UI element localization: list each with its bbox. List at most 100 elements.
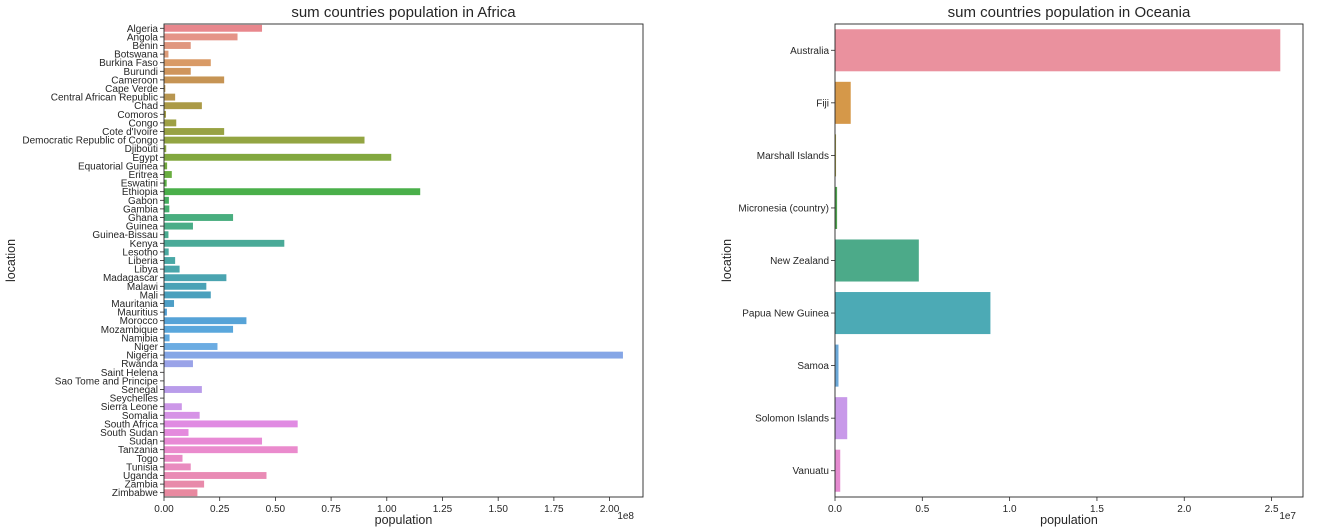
x-tick-label: 2.00 <box>600 504 620 515</box>
x-tick-label: 2.5 <box>1265 504 1279 515</box>
bar-zambia <box>164 480 205 488</box>
bar-cape-verde <box>164 85 166 92</box>
y-tick-label: Benin <box>132 41 158 52</box>
y-tick-label: South Sudan <box>100 428 158 439</box>
bar-tanzania <box>164 446 298 454</box>
y-tick-label: Togo <box>136 454 158 465</box>
y-tick-label: Zambia <box>125 480 159 491</box>
y-tick-label: Tanzania <box>118 445 158 456</box>
bar-guinea-bissau <box>164 231 169 239</box>
y-tick-label: Ghana <box>128 213 158 224</box>
bar-lesotho <box>164 248 169 256</box>
bar-central-african-republic <box>164 93 176 101</box>
y-tick-label: Cameroon <box>111 75 158 86</box>
x-tick-label: 0.5 <box>915 504 929 515</box>
bar-malawi <box>164 282 207 290</box>
y-tick-label: Cote d'Ivoire <box>102 127 158 138</box>
y-tick-label: Burundi <box>124 67 158 78</box>
y-tick-label: Vanuatu <box>792 466 829 477</box>
y-tick-label: Djibouti <box>125 144 158 155</box>
bar-micronesia-country- <box>835 186 838 229</box>
bar-comoros <box>164 110 167 118</box>
bar-uganda <box>164 472 267 479</box>
bar-kenya <box>164 239 285 247</box>
y-tick-label: Madagascar <box>103 273 159 284</box>
y-tick-label: Eswatini <box>121 179 158 190</box>
y-tick-label: Botswana <box>114 50 158 61</box>
y-tick-label: Gabon <box>128 196 158 207</box>
bar-tunisia <box>164 463 191 471</box>
y-tick-label: Gambia <box>123 204 158 215</box>
x-axis-label: population <box>375 513 433 527</box>
bar-mauritania <box>164 300 175 307</box>
y-tick-label: Guinea <box>126 222 159 233</box>
x-tick-label: 1.5 <box>1090 504 1104 515</box>
bar-benin <box>164 42 191 49</box>
bar-gambia <box>164 205 170 213</box>
bar-zimbabwe <box>164 489 198 497</box>
y-tick-label: Chad <box>134 101 158 112</box>
y-tick-label: Comoros <box>117 110 158 121</box>
y-tick-label: Rwanda <box>121 359 158 370</box>
y-tick-label: New Zealand <box>770 256 829 267</box>
y-tick-label: Namibia <box>121 333 158 344</box>
bar-botswana <box>164 50 169 58</box>
bar-samoa <box>835 344 839 387</box>
x-tick-label: 0.50 <box>266 504 286 515</box>
y-tick-label: Micronesia (country) <box>738 203 829 214</box>
x-offset-label: 1e8 <box>617 511 634 522</box>
bar-sierra-leone <box>164 403 182 411</box>
x-tick-label: 1.25 <box>433 504 453 515</box>
y-tick-label: South Africa <box>104 419 158 430</box>
bar-nigeria <box>164 351 623 359</box>
y-tick-label: Mauritius <box>117 308 158 319</box>
bar-mauritius <box>164 308 167 316</box>
x-tick-label: 0.00 <box>154 504 174 515</box>
x-tick-label: 1.75 <box>544 504 564 515</box>
x-tick-label: 1.00 <box>377 504 397 515</box>
x-tick-label: 0.0 <box>828 504 842 515</box>
bar-guinea <box>164 222 193 230</box>
y-tick-label: Seychelles <box>110 394 158 405</box>
y-tick-label: Mali <box>140 290 158 301</box>
oceania-chart: Australia Fiji Marshall Islands Micronesia … <box>720 4 1304 527</box>
y-tick-label: Malawi <box>127 282 158 293</box>
y-axis-label: location <box>720 239 734 282</box>
y-tick-label: Mozambique <box>101 325 159 336</box>
bar-mali <box>164 291 211 299</box>
y-tick-label: Samoa <box>797 361 829 372</box>
y-tick-label: Fiji <box>816 98 829 109</box>
y-tick-label: Democratic Republic of Congo <box>22 136 158 147</box>
bar-sudan <box>164 437 263 445</box>
bar-niger <box>164 343 218 350</box>
y-tick-label: Libya <box>134 265 158 276</box>
bar-solomon-islands <box>835 397 848 440</box>
y-tick-label: Sierra Leone <box>101 402 159 413</box>
x-tick-label: 2.0 <box>1177 504 1191 515</box>
bar-democratic-republic-of-congo <box>164 136 365 144</box>
y-tick-label: Kenya <box>130 239 159 250</box>
y-tick-label: Ethiopia <box>122 187 159 198</box>
y-tick-label: Lesotho <box>122 247 158 258</box>
bar-congo <box>164 119 177 127</box>
y-tick-label: Marshall Islands <box>757 151 829 162</box>
y-tick-label: Egypt <box>132 153 158 164</box>
bar-vanuatu <box>835 449 841 492</box>
y-tick-label: Senegal <box>121 385 158 396</box>
bar-chad <box>164 102 202 110</box>
bar-marshall-islands <box>835 134 837 177</box>
bar-cameroon <box>164 76 225 84</box>
bar-gabon <box>164 196 169 204</box>
bar-egypt <box>164 153 392 161</box>
bar-fiji <box>835 81 851 124</box>
bar-cote-d-ivoire <box>164 128 225 135</box>
y-tick-label: Tunisia <box>126 462 158 473</box>
bar-somalia <box>164 411 200 419</box>
y-tick-label: Mauritania <box>111 299 158 310</box>
bar-togo <box>164 454 183 462</box>
y-axis-label: location <box>4 239 18 282</box>
y-tick-label: Congo <box>129 118 159 129</box>
bar-liberia <box>164 257 176 264</box>
